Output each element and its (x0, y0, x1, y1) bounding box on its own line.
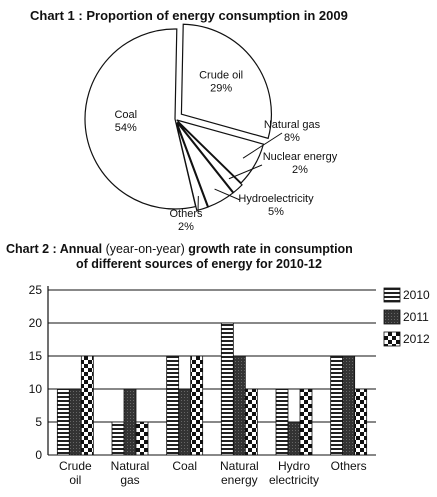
y-tick-label-20: 20 (29, 316, 43, 330)
legend-swatch-2012 (383, 331, 401, 347)
y-tick-label-0: 0 (35, 448, 42, 462)
bar-2012-natural-energy (244, 388, 258, 456)
chart2-title-line2: of different sources of energy for 2010-… (76, 257, 322, 271)
pie-value-coal: 54% (115, 122, 137, 134)
bar-2011-natural-gas (123, 388, 137, 456)
legend-swatch-2010 (383, 287, 401, 303)
y-tick-label-15: 15 (29, 349, 43, 363)
legend-swatch-2011 (383, 309, 401, 325)
x-tick-label-line2: oil (69, 473, 81, 487)
pie-label-others: Others (169, 208, 203, 220)
pie-label-hydroelectricity: Hydroelectricity (238, 193, 314, 205)
y-tick-label-5: 5 (35, 415, 42, 429)
chart2-title-part3: growth rate in consumption (188, 242, 353, 256)
bar-2011-coal (178, 388, 192, 456)
bar-2011-natural-energy (232, 355, 246, 456)
bar-2011-others (342, 355, 356, 456)
bar-2011-crude-oil (68, 388, 82, 456)
x-tick-label-line2: energy (221, 473, 258, 487)
bar-2012-crude-oil (80, 355, 94, 456)
y-tick-label-25: 25 (29, 283, 43, 297)
pie-leader-natural-gas (242, 132, 283, 159)
bar-2010-natural-gas (111, 421, 125, 456)
pie-value-natural-gas: 8% (284, 132, 300, 144)
bar-2010-natural-energy (220, 322, 234, 456)
x-tick-label: Natural (111, 459, 150, 473)
bar-2012-hydro-electricity (299, 388, 313, 456)
pie-slice-hydroelectricity (176, 122, 234, 208)
pie-label-nuclear-energy: Nuclear energy (263, 151, 338, 163)
pie-value-hydroelectricity: 5% (268, 206, 284, 218)
legend-label-2010: 2010 (403, 288, 430, 302)
legend-label-2011: 2011 (403, 310, 429, 324)
bar-2012-coal (190, 355, 204, 456)
y-tick-label-10: 10 (29, 382, 43, 396)
bar-2010-coal (166, 355, 180, 456)
x-tick-label: Coal (172, 459, 197, 473)
chart2-title-part1: Chart 2 : Annual (6, 242, 103, 256)
pie-slice-others (175, 122, 209, 212)
pie-slice-coal (84, 28, 197, 210)
x-tick-label: Hydro (278, 459, 310, 473)
pie-label-natural-gas: Natural gas (264, 119, 321, 131)
bar-2011-hydro-electricity (287, 421, 301, 456)
bar-2010-others (330, 355, 344, 456)
pie-leader-hydroelectricity (214, 188, 241, 201)
x-tick-label: Others (331, 459, 367, 473)
pie-label-coal: Coal (114, 109, 137, 121)
chart2-title-part2: (year-on-year) (105, 242, 185, 256)
pie-label-crude-oil: Crude oil (199, 70, 243, 82)
x-tick-label-line2: gas (120, 473, 139, 487)
bar-2012-others (354, 388, 368, 456)
x-tick-label-line2: electricity (269, 473, 319, 487)
pie-slice-natural-gas (176, 119, 265, 184)
pie-value-others: 2% (178, 221, 194, 233)
chart1-title: Chart 1 : Proportion of energy consumpti… (30, 8, 348, 23)
x-tick-label: Crude (59, 459, 92, 473)
pie-leader-nuclear-energy (228, 164, 263, 180)
x-tick-label: Natural (220, 459, 259, 473)
bar-2010-hydro-electricity (275, 388, 289, 456)
pie-slice-crude-oil (180, 23, 273, 140)
pie-value-crude-oil: 29% (210, 83, 232, 95)
legend-label-2012: 2012 (403, 332, 430, 346)
bar-2010-crude-oil (56, 388, 70, 456)
pie-value-nuclear-energy: 2% (292, 164, 308, 176)
chart2-title: Chart 2 : Annual (year-on-year) growth r… (6, 242, 353, 272)
bar-2012-natural-gas (135, 421, 149, 456)
pie-slice-nuclear-energy (177, 121, 243, 194)
